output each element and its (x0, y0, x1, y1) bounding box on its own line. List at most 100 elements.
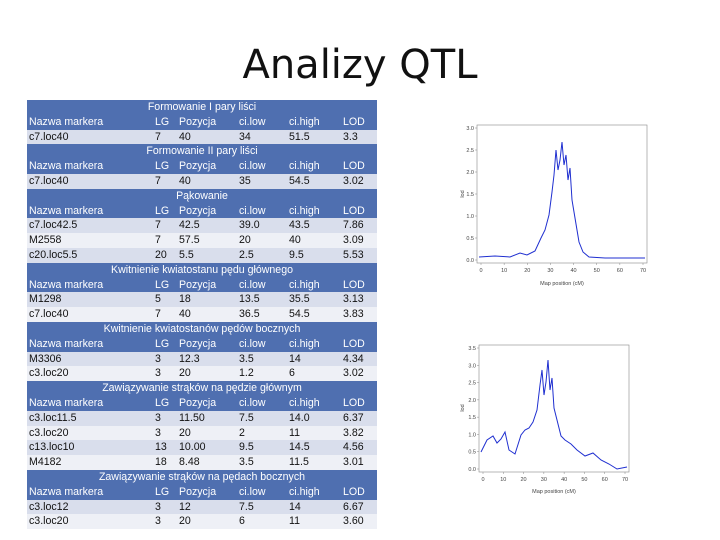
plot-2-lod-curve (480, 359, 628, 470)
header-lg: LG (155, 160, 170, 173)
cell-marker: c3.loc20 (29, 426, 69, 439)
table-row: c7.loc40 7 40 36.5 54.5 3.83 (27, 307, 377, 322)
table-header-row: Nazwa markera LG Pozycja ci.low ci.high LOD (27, 277, 377, 293)
cell-lg: 3 (155, 367, 161, 380)
cell-lod: 3.02 (343, 367, 364, 380)
plot-1-ytick-label: 2.5 (466, 148, 474, 154)
cell-marker: c7.loc40 (29, 308, 69, 321)
cell-cilow: 35 (239, 174, 251, 187)
cell-cilow: 3.5 (239, 352, 254, 365)
cell-pos: 20 (179, 367, 191, 380)
table-row: M2558 7 57.5 20 40 3.09 (27, 233, 377, 248)
cell-cihigh: 11 (289, 426, 300, 439)
header-pos: Pozycja (179, 485, 217, 498)
table-header-row: Nazwa markera LG Pozycja ci.low ci.high LOD (27, 484, 377, 500)
plot-2-xlabel: Map position (cM) (532, 489, 576, 495)
lod-profile-plot-1: 0.0 0.5 1.0 1.5 2.0 2.5 3.0 0 10 20 30 40 50 60 70 Ma… (460, 124, 648, 287)
table-row: M4182 18 8.48 3.5 11.5 3.01 (27, 455, 377, 470)
cell-lod: 3.60 (343, 515, 364, 528)
cell-cilow: 36.5 (239, 308, 260, 321)
cell-cilow: 7.5 (239, 411, 254, 424)
table-row: c3.loc12 3 12 7.5 14 6.67 (27, 499, 377, 515)
cell-cihigh: 40 (289, 234, 301, 247)
plot-2-xtick-label: 0 (481, 477, 484, 483)
plot-2-ytick-label: 3.5 (468, 346, 476, 352)
cell-cilow: 2 (239, 426, 245, 439)
plot-2-ytick-label: 1.0 (468, 432, 476, 438)
table-row: c3.loc20 3 20 1.2 6 3.02 (27, 366, 377, 382)
cell-pos: 18 (179, 293, 191, 306)
plot-2-ytick-label: 0.0 (468, 467, 476, 473)
header-marker: Nazwa markera (29, 337, 104, 350)
header-lod: LOD (343, 278, 365, 291)
header-pos: Pozycja (179, 396, 217, 409)
header-marker: Nazwa markera (29, 278, 104, 291)
plot-1-ytick-label: 3.0 (466, 126, 474, 132)
cell-lg: 3 (155, 352, 161, 365)
table-row: c3.loc20 3 20 2 11 3.82 (27, 425, 377, 441)
cell-lg: 7 (155, 174, 161, 187)
cell-cihigh: 14.5 (289, 441, 310, 454)
cell-cilow: 34 (239, 130, 251, 143)
section-title: Kwitnienie kwiatostanów pędów bocznych (27, 321, 377, 337)
cell-lg: 7 (155, 219, 161, 232)
section-title-text: Formowanie I pary liści (147, 101, 257, 113)
cell-marker: c7.loc40 (29, 130, 69, 143)
cell-pos: 10.00 (179, 441, 206, 454)
header-lg: LG (155, 337, 170, 350)
cell-cilow: 6 (239, 515, 245, 528)
cell-pos: 20 (179, 515, 191, 528)
cell-cihigh: 14 (289, 352, 301, 365)
cell-cihigh: 11.5 (289, 456, 309, 469)
plot-1-xtick-label: 50 (594, 268, 600, 274)
header-cihigh: ci.high (289, 204, 320, 217)
cell-cilow: 13.5 (239, 293, 260, 306)
header-cilow: ci.low (239, 278, 266, 291)
cell-lod: 5.53 (343, 248, 364, 261)
cell-marker: c20.loc5.5 (29, 248, 78, 261)
cell-cilow: 9.5 (239, 441, 254, 454)
header-lg: LG (155, 204, 170, 217)
plot-1-xlabel: Map position (cM) (540, 281, 584, 287)
section-title: Pąkowanie (27, 188, 377, 204)
cell-marker: c7.loc42.5 (29, 219, 78, 232)
plot-2-ytick-label: 2.5 (468, 381, 476, 387)
header-lg: LG (155, 485, 170, 498)
plot-1-ytick-label: 2.0 (466, 170, 474, 176)
plot-1-lod-curve (478, 141, 645, 259)
header-cilow: ci.low (239, 115, 266, 128)
section-title-text: Formowanie II pary liści (146, 145, 258, 158)
header-cilow: ci.low (239, 160, 266, 173)
plot-2-xtick-label: 20 (521, 477, 527, 483)
header-cihigh: ci.high (289, 396, 320, 409)
cell-cihigh: 14 (289, 500, 301, 513)
header-lod: LOD (343, 115, 365, 128)
cell-pos: 12.3 (179, 352, 200, 365)
cell-lod: 6.67 (343, 500, 364, 513)
header-cilow: ci.low (239, 396, 266, 409)
slide-title: Analizy QTL (242, 42, 478, 88)
cell-marker: M1298 (29, 293, 62, 306)
header-pos: Pozycja (179, 204, 217, 217)
table-header-row: Nazwa markera LG Pozycja ci.low ci.high LOD (27, 159, 377, 174)
header-pos: Pozycja (179, 337, 217, 350)
header-pos: Pozycja (179, 160, 217, 173)
table-row: c3.loc11.5 3 11.50 7.5 14.0 6.37 (27, 410, 377, 426)
table-row: c7.loc40 7 40 35 54.5 3.02 (27, 173, 377, 189)
cell-cihigh: 51.5 (289, 130, 310, 143)
qtl-table: Formowanie I pary liści Nazwa markera LG Po… (27, 100, 377, 530)
section-title: Kwitnienie kwiatostanu pędu głównego (27, 262, 377, 278)
plot-1-ylabel: lod (460, 190, 466, 197)
cell-lod: 3.83 (343, 308, 364, 321)
table-header-row: Nazwa markera LG Pozycja ci.low ci.high LOD (27, 114, 377, 130)
cell-lg: 7 (155, 308, 161, 321)
plot-1-ytick-label: 1.0 (466, 214, 474, 220)
header-cihigh: ci.high (289, 278, 320, 291)
section-title-text: Kwitnienie kwiatostanów pędów bocznych (103, 322, 301, 335)
header-marker: Nazwa markera (29, 204, 104, 217)
table-row: c7.loc40 7 40 34 51.5 3.3 (27, 129, 377, 145)
section-title-text: Zawiązywanie strąków na pędzie głównym (102, 382, 302, 395)
header-cilow: ci.low (239, 485, 266, 498)
cell-cilow: 2.5 (239, 248, 254, 261)
plot-2-xtick-label: 30 (541, 477, 547, 483)
